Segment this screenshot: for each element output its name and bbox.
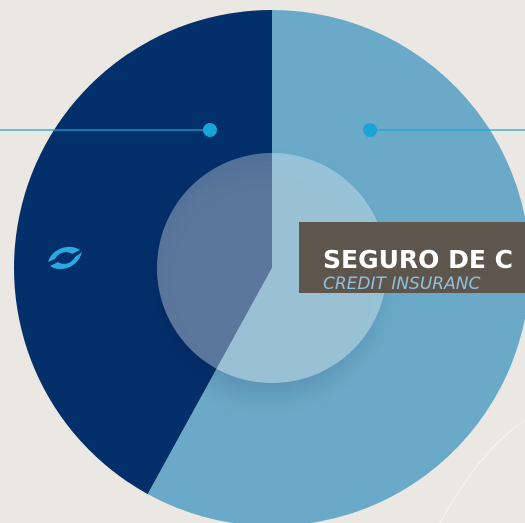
callout-dot	[203, 123, 217, 137]
logo	[48, 246, 82, 270]
callout-box	[299, 222, 525, 293]
callout-subtitle: CREDIT INSURANC	[323, 274, 480, 294]
callout-dot	[363, 123, 377, 137]
decor-arc	[439, 419, 525, 523]
inner-circle	[157, 153, 387, 383]
callout-title: SEGURO DE C	[323, 245, 513, 274]
